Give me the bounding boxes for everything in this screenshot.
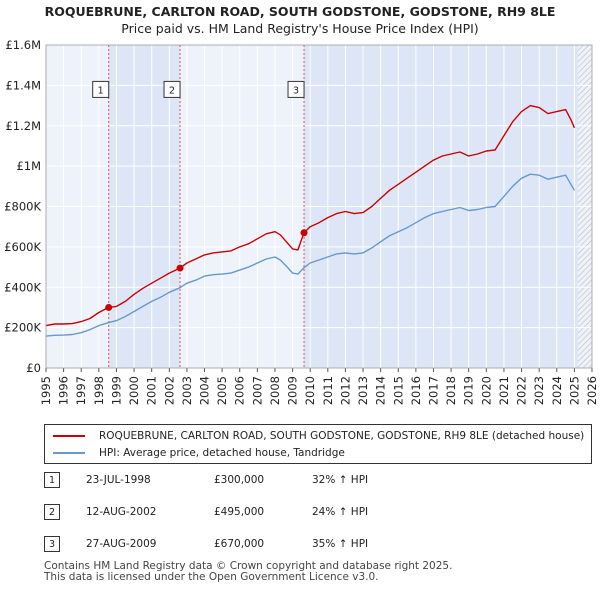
footer: Contains HM Land Registry data © Crown c… bbox=[44, 561, 452, 583]
sale-date: 12-AUG-2002 bbox=[86, 506, 157, 518]
x-tick-label: 2005 bbox=[215, 376, 229, 405]
sale-point bbox=[176, 264, 184, 272]
y-tick-label: £1.2M bbox=[5, 119, 41, 133]
x-tick-label: 1999 bbox=[109, 376, 123, 405]
chart-subtitle: Price paid vs. HM Land Registry's House … bbox=[121, 21, 479, 36]
y-tick-label: £800K bbox=[4, 200, 41, 214]
x-tick-label: 2004 bbox=[198, 376, 212, 405]
y-tick-label: £1.4M bbox=[5, 78, 41, 92]
legend-label-property: ROQUEBRUNE, CARLTON ROAD, SOUTH GODSTONE… bbox=[99, 430, 585, 442]
chart-title: ROQUEBRUNE, CARLTON ROAD, SOUTH GODSTONE… bbox=[44, 4, 556, 19]
y-tick-label: £400K bbox=[4, 280, 41, 294]
legend-item-property: ROQUEBRUNE, CARLTON ROAD, SOUTH GODSTONE… bbox=[53, 428, 584, 444]
footer-line-2: This data is licensed under the Open Gov… bbox=[44, 571, 379, 583]
legend-swatch-property bbox=[53, 435, 85, 437]
x-tick-label: 2018 bbox=[444, 376, 458, 405]
x-tick-label: 2017 bbox=[426, 376, 440, 405]
series-line-hpi bbox=[45, 173, 576, 337]
x-tick-label: 2008 bbox=[268, 376, 282, 405]
sale-price: £300,000 bbox=[214, 474, 265, 486]
x-tick-label: 2023 bbox=[532, 376, 546, 405]
x-tick-label: 2011 bbox=[321, 376, 335, 405]
x-tick-label: 2006 bbox=[233, 376, 247, 405]
y-tick-label: £1M bbox=[16, 159, 41, 173]
sale-point bbox=[105, 303, 113, 311]
x-tick-label: 1995 bbox=[39, 376, 53, 405]
x-tick-label: 2003 bbox=[180, 376, 194, 405]
x-tick-label: 2019 bbox=[462, 376, 476, 405]
sale-hpi-diff: 32% ↑ HPI bbox=[312, 474, 369, 486]
sale-price: £495,000 bbox=[214, 506, 265, 518]
sale-number: 1 bbox=[44, 472, 60, 488]
x-tick-label: 2000 bbox=[127, 376, 141, 405]
sale-number: 3 bbox=[44, 536, 60, 552]
x-tick-label: 2015 bbox=[391, 376, 405, 405]
y-tick-label: £0 bbox=[26, 361, 41, 375]
sale-date: 27-AUG-2009 bbox=[86, 538, 157, 550]
x-tick-label: 2022 bbox=[515, 376, 529, 405]
y-tick-label: £200K bbox=[4, 321, 41, 335]
legend-label-hpi: HPI: Average price, detached house, Tand… bbox=[99, 447, 345, 459]
sale-label-number: 1 bbox=[98, 85, 104, 96]
x-tick-label: 2025 bbox=[567, 376, 581, 405]
x-tick-label: 1996 bbox=[57, 376, 71, 405]
sale-row: 2 12-AUG-2002 £495,000 24% ↑ HPI bbox=[44, 504, 600, 522]
price-chart: £0 £200K £400K £600K £800K £1M £1.2M £1.4M £1.6M… bbox=[4, 38, 599, 405]
x-tick-label: 2016 bbox=[409, 376, 423, 405]
x-tick-label: 2020 bbox=[479, 376, 493, 405]
sale-hpi-diff: 35% ↑ HPI bbox=[312, 538, 369, 550]
footer-line-1: Contains HM Land Registry data © Crown c… bbox=[44, 560, 453, 572]
x-tick-label: 2010 bbox=[303, 376, 317, 405]
x-tick-label: 2001 bbox=[145, 376, 159, 405]
x-tick-label: 1997 bbox=[74, 376, 88, 405]
sale-number: 2 bbox=[44, 504, 60, 520]
x-tick-label: 2021 bbox=[497, 376, 511, 405]
x-tick-label: 2009 bbox=[286, 376, 300, 405]
sale-label-number: 3 bbox=[293, 85, 299, 96]
y-tick-label: £1.6M bbox=[5, 38, 41, 52]
x-tick-label: 1998 bbox=[92, 376, 106, 405]
plot-border bbox=[45, 44, 593, 369]
series-line-property bbox=[45, 104, 576, 327]
sale-price: £670,000 bbox=[214, 538, 265, 550]
sale-row: 1 23-JUL-1998 £300,000 32% ↑ HPI bbox=[44, 472, 600, 490]
sale-hpi-diff: 24% ↑ HPI bbox=[312, 506, 369, 518]
x-tick-label: 2002 bbox=[162, 376, 176, 405]
legend-swatch-hpi bbox=[53, 452, 85, 454]
sale-date: 23-JUL-1998 bbox=[86, 474, 151, 486]
legend: ROQUEBRUNE, CARLTON ROAD, SOUTH GODSTONE… bbox=[44, 424, 592, 464]
x-tick-label: 2026 bbox=[585, 376, 599, 405]
sale-point bbox=[300, 229, 308, 237]
legend-item-hpi: HPI: Average price, detached house, Tand… bbox=[53, 445, 345, 461]
sale-label-box bbox=[92, 80, 110, 98]
y-tick-label: £600K bbox=[4, 240, 41, 254]
sale-label-box bbox=[287, 80, 305, 98]
sale-label-number: 2 bbox=[169, 85, 175, 96]
x-tick-label: 2024 bbox=[550, 376, 564, 405]
sale-label-box bbox=[163, 80, 181, 98]
x-tick-label: 2012 bbox=[338, 376, 352, 405]
sale-row: 3 27-AUG-2009 £670,000 35% ↑ HPI bbox=[44, 536, 600, 554]
x-tick-label: 2013 bbox=[356, 376, 370, 405]
x-tick-label: 2014 bbox=[374, 376, 388, 405]
x-tick-label: 2007 bbox=[250, 376, 264, 405]
